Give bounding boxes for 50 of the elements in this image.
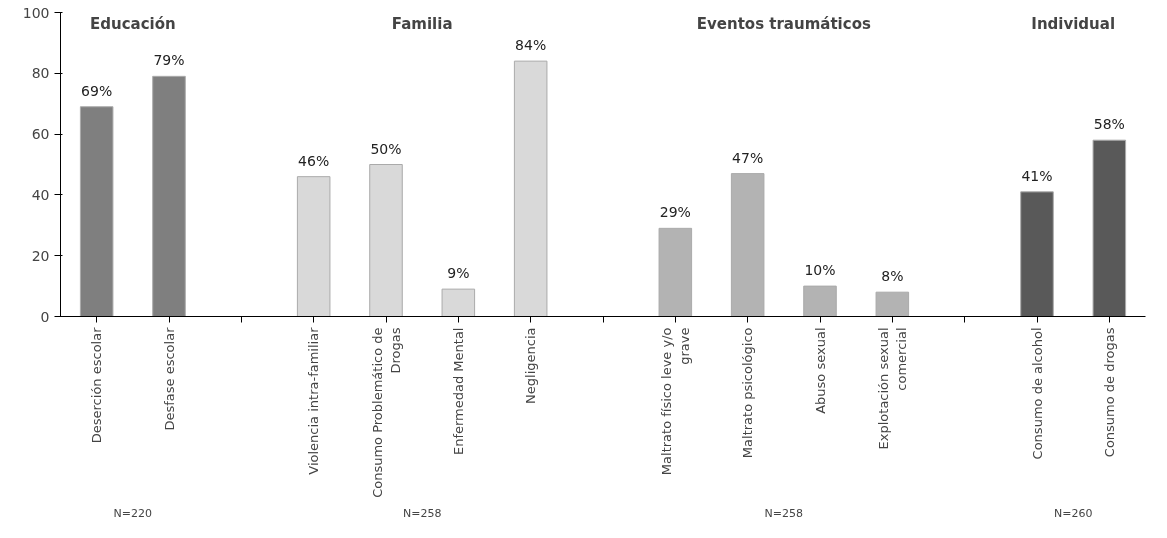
- y-tick-label: 40: [31, 186, 50, 203]
- text: N=258: [764, 507, 804, 520]
- x-tick-label: Consumo de alcohol: [1029, 327, 1045, 460]
- bar: [1020, 191, 1054, 317]
- data-label: 10%: [804, 262, 836, 279]
- bar: [658, 227, 693, 317]
- bar: [369, 164, 403, 317]
- data-label: 50%: [370, 140, 402, 157]
- text: N=260: [1053, 507, 1093, 520]
- annotation: Familia: [391, 14, 453, 33]
- x-tick-label: Consumo Problemático de Drogas: [369, 327, 403, 498]
- x-tick-label: Deserción escolar: [89, 326, 105, 444]
- data-label: 69%: [81, 82, 113, 99]
- bar: [513, 60, 548, 317]
- bar: [803, 285, 837, 317]
- bar: [1092, 139, 1127, 317]
- x-tick-label: Desfase escolar: [161, 326, 177, 431]
- x-tick-label: Enfermedad Mental: [450, 327, 466, 456]
- annotation: Educación: [89, 14, 176, 33]
- y-tick-label: 80: [31, 65, 50, 82]
- y-tick-label: 0: [40, 308, 50, 325]
- data-label: 29%: [659, 204, 691, 221]
- annotation: Eventos traumáticos: [696, 14, 871, 33]
- x-tick-label: Maltrato psicológico: [740, 327, 756, 459]
- y-tick-label: 20: [31, 247, 50, 264]
- x-tick-label: Explotación sexual comercial: [875, 327, 909, 450]
- data-label: 47%: [732, 149, 764, 166]
- bar: [730, 173, 765, 317]
- x-tick-label: Violencia intra-familiar: [306, 326, 322, 475]
- x-tick-label: Abuso sexual: [812, 327, 828, 414]
- bar: [441, 288, 476, 317]
- annotation: Individual: [1031, 14, 1116, 33]
- bar: [79, 106, 114, 317]
- bar: [152, 75, 186, 317]
- data-label: 58%: [1093, 116, 1125, 133]
- x-tick-label: Maltrato físico leve y/o grave: [658, 327, 692, 476]
- data-label: 46%: [298, 152, 330, 169]
- bar: [296, 176, 331, 317]
- data-label: 8%: [881, 268, 904, 285]
- bar: [875, 291, 910, 317]
- y-tick-label: 100: [22, 4, 50, 21]
- text: N=258: [402, 507, 442, 520]
- data-label: 41%: [1021, 167, 1053, 184]
- data-label: 9%: [447, 265, 470, 282]
- text: N=220: [113, 507, 153, 520]
- x-tick-label: Consumo de drogas: [1101, 327, 1117, 458]
- y-tick-label: 60: [31, 126, 50, 143]
- x-tick-label: Negligencia: [523, 327, 539, 404]
- data-label: 79%: [153, 52, 185, 69]
- data-label: 84%: [515, 37, 547, 54]
